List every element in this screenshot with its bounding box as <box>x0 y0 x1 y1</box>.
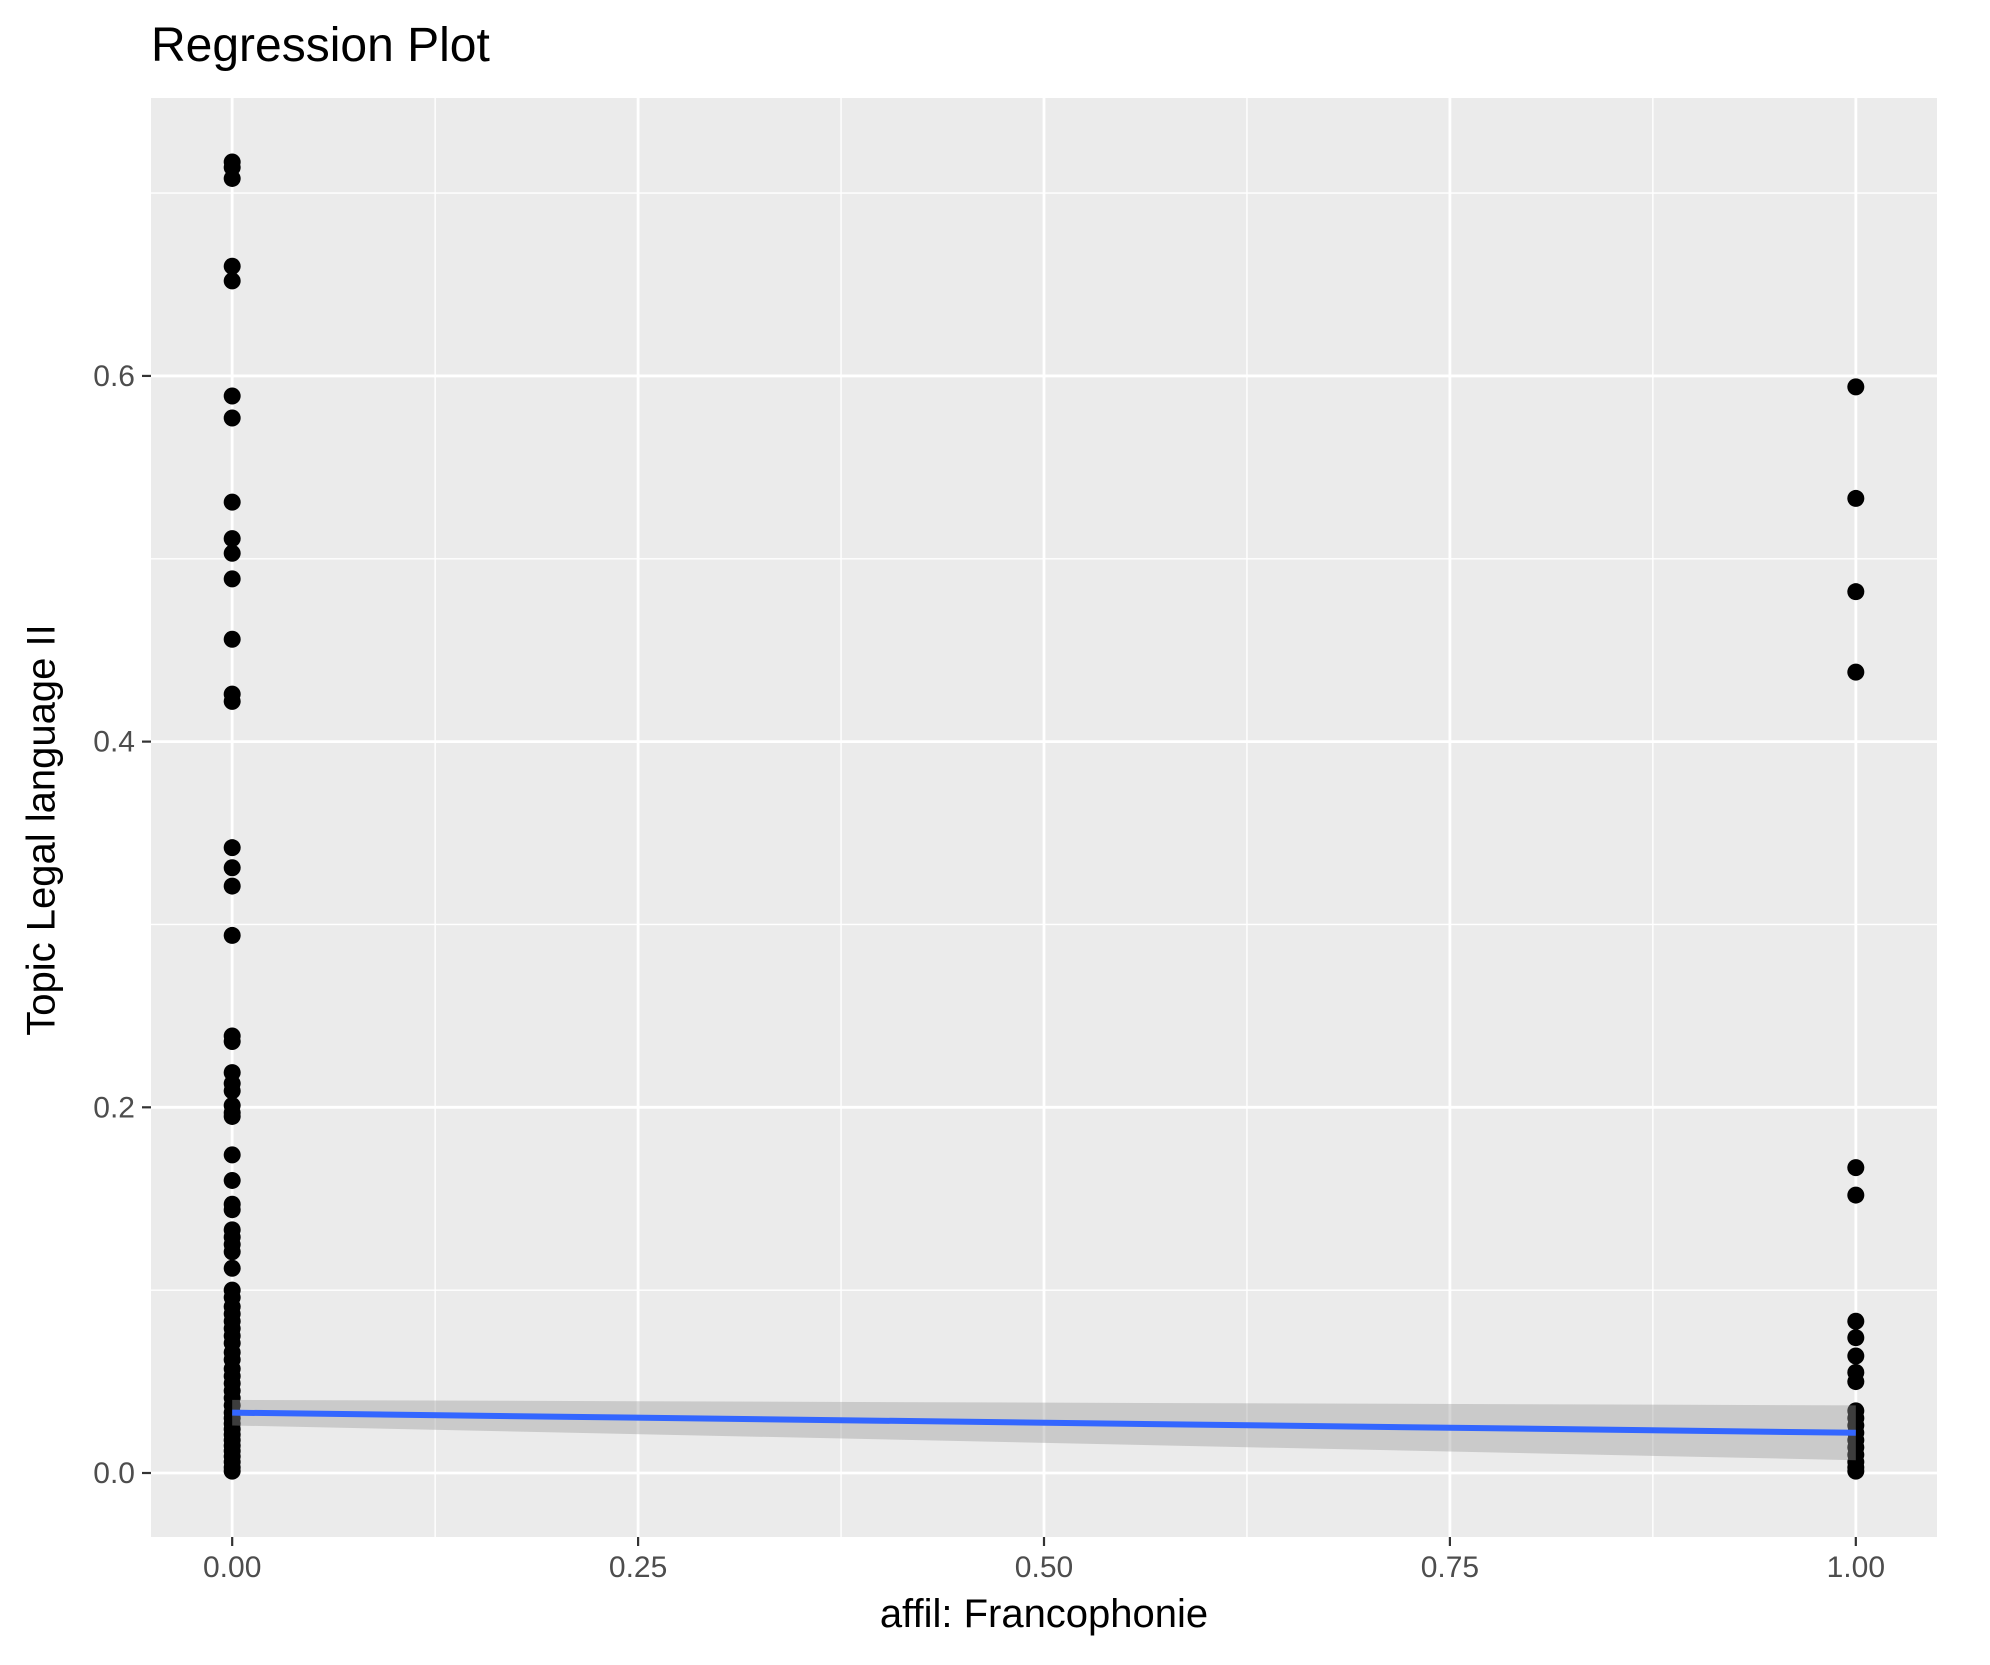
data-point <box>223 1032 241 1050</box>
data-point <box>1847 1462 1865 1480</box>
data-point <box>223 1146 241 1164</box>
y-tick-label: 0.4 <box>93 726 135 759</box>
data-point <box>1847 378 1865 396</box>
x-tick-label: 0.50 <box>1015 1551 1073 1584</box>
data-point <box>1847 1186 1865 1204</box>
data-point <box>223 530 241 548</box>
data-point <box>223 544 241 562</box>
data-point <box>223 692 241 710</box>
data-point <box>223 859 241 877</box>
data-point <box>223 169 241 187</box>
y-tick-label: 0.2 <box>93 1091 135 1124</box>
data-point <box>223 387 241 405</box>
x-tick-label: 0.00 <box>203 1551 261 1584</box>
data-point <box>223 1201 241 1219</box>
data-point <box>1847 663 1865 681</box>
data-point <box>223 877 241 895</box>
data-point <box>1847 1312 1865 1330</box>
data-point <box>1847 1159 1865 1177</box>
data-point <box>1847 489 1865 507</box>
data-point <box>223 493 241 511</box>
data-point <box>1847 1329 1865 1347</box>
x-tick-label: 1.00 <box>1827 1551 1885 1584</box>
x-axis-label: affil: Francophonie <box>879 1592 1209 1636</box>
y-tick-label: 0.0 <box>93 1457 135 1490</box>
data-point <box>223 570 241 588</box>
data-point <box>223 409 241 427</box>
regression-line <box>232 1409 1856 1436</box>
data-point <box>223 839 241 857</box>
data-point <box>223 257 241 275</box>
y-tick-label: 0.6 <box>93 360 135 393</box>
data-point <box>223 1171 241 1189</box>
data-point <box>223 1462 241 1480</box>
data-point <box>1847 1347 1865 1365</box>
data-point <box>223 1259 241 1277</box>
data-point <box>223 272 241 290</box>
data-point <box>223 926 241 944</box>
chart-title: Regression Plot <box>151 19 490 72</box>
data-point <box>223 1243 241 1261</box>
data-point <box>223 1082 241 1100</box>
data-point <box>223 630 241 648</box>
x-tick-label: 0.75 <box>1421 1551 1479 1584</box>
data-point <box>1847 1373 1865 1391</box>
x-tick-label: 0.25 <box>609 1551 667 1584</box>
data-point <box>223 1107 241 1125</box>
data-point <box>1847 583 1865 601</box>
